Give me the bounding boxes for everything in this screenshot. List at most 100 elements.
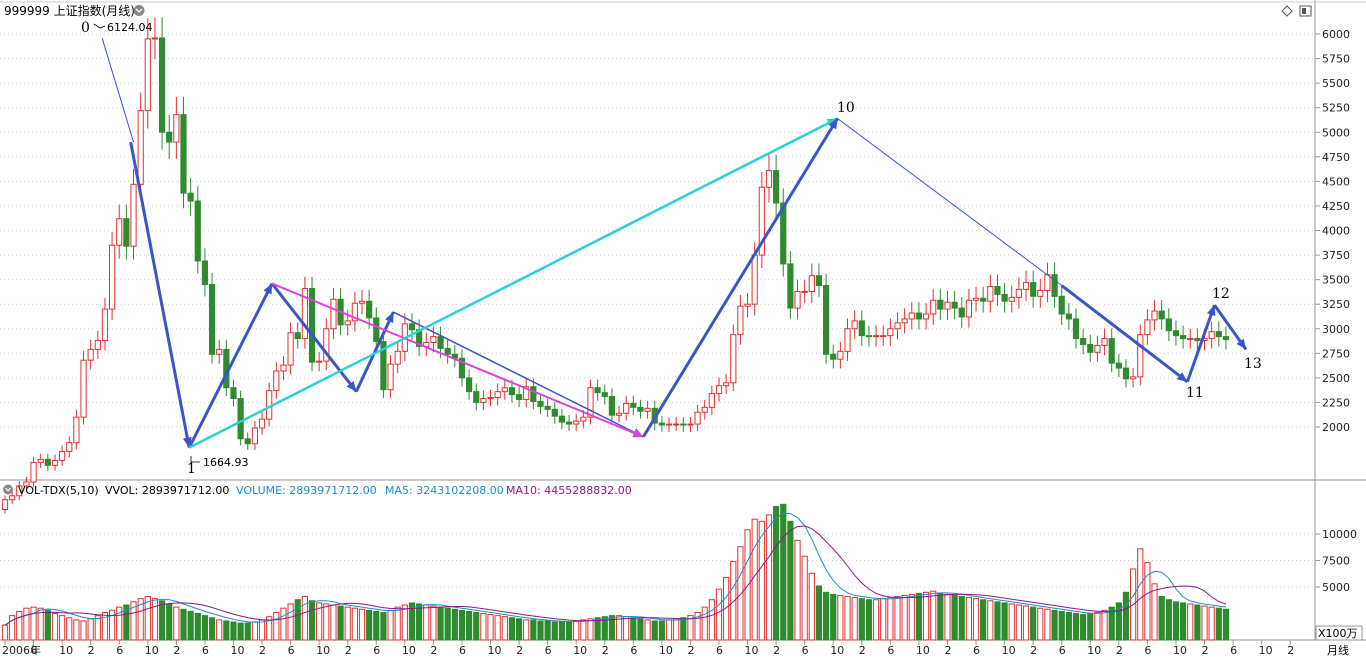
volume-bar[interactable] [694,611,701,641]
candle-body[interactable] [494,391,501,399]
candle-body[interactable] [1044,274,1051,291]
candle-body[interactable] [201,260,209,286]
volume-bar[interactable] [658,620,665,641]
candle-body[interactable] [9,495,16,501]
volume-bar[interactable] [1115,602,1122,641]
candle-body[interactable] [880,335,887,338]
candle-body[interactable] [1122,367,1130,380]
candle-body[interactable] [166,131,173,143]
volume-bar[interactable] [1208,606,1215,641]
volume-bar[interactable] [180,608,187,641]
candle-body[interactable] [430,336,437,344]
volume-bar[interactable] [387,609,394,641]
window-toggle-icon[interactable] [1299,5,1312,17]
candle-body[interactable] [801,290,808,293]
candle-body[interactable] [1194,338,1201,342]
volume-bar[interactable] [587,618,594,641]
volume-bar[interactable] [951,594,958,641]
candle-body[interactable] [551,408,558,417]
candle-body[interactable] [444,347,451,355]
candle-body[interactable] [758,186,765,256]
volume-bar[interactable] [380,611,387,641]
volume-bar[interactable] [558,621,566,641]
volume-bar[interactable] [166,603,173,641]
candle-body[interactable] [723,382,730,387]
candle-body[interactable] [865,335,873,338]
candle-body[interactable] [158,37,166,133]
volume-bar[interactable] [530,619,537,641]
candle-body[interactable] [323,328,330,362]
volume-bar[interactable] [1015,604,1022,641]
volume-bar[interactable] [615,615,623,641]
candle-body[interactable] [1101,338,1108,346]
candle-body[interactable] [1165,318,1172,332]
volume-bar[interactable] [1180,602,1187,641]
candle-body[interactable] [1158,310,1165,320]
volume-bar[interactable] [665,619,673,641]
candle-body[interactable] [1137,334,1144,378]
volume-bar[interactable] [780,503,787,641]
candle-body[interactable] [587,387,594,418]
candle-body[interactable] [1001,293,1008,302]
candle-body[interactable] [694,411,701,425]
candle-body[interactable] [1065,313,1072,320]
candle-body[interactable] [487,397,494,400]
candle-body[interactable] [915,312,923,320]
candle-body[interactable] [708,393,715,408]
candle-body[interactable] [244,438,251,445]
candle-body[interactable] [73,416,80,444]
candle-body[interactable] [601,392,608,398]
volume-bar[interactable] [16,610,23,641]
candle-body[interactable] [730,334,737,384]
candle-body[interactable] [408,323,416,331]
volume-bar[interactable] [744,529,751,641]
volume-bar[interactable] [23,607,30,641]
volume-bar[interactable] [351,607,358,641]
volume-bar[interactable] [908,593,915,641]
candle-body[interactable] [658,422,665,426]
volume-bar[interactable] [301,596,308,641]
volume-bar[interactable] [808,572,815,641]
volume-bar[interactable] [30,606,37,641]
candle-body[interactable] [994,286,1001,295]
candle-body[interactable] [608,396,615,416]
candle-body[interactable] [858,320,865,337]
volume-bar[interactable] [994,601,1001,641]
candle-body[interactable] [573,420,580,425]
candle-body[interactable] [751,254,758,305]
candle-body[interactable] [922,313,930,320]
volume-bar[interactable] [94,615,101,641]
volume-bar[interactable] [473,611,480,641]
candle-body[interactable] [1087,343,1094,353]
volume-bar[interactable] [930,590,937,641]
candle-body[interactable] [894,322,901,330]
circle-dropdown-icon[interactable] [133,5,145,16]
volume-bar[interactable] [1,624,9,641]
volume-bar[interactable] [715,588,723,641]
volume-bar[interactable] [444,607,451,641]
volume-bar[interactable] [987,600,994,641]
candle-body[interactable] [872,335,880,338]
candle-body[interactable] [630,402,637,408]
candle-body[interactable] [744,303,751,307]
volume-bar[interactable] [1080,614,1087,641]
candle-body[interactable] [1172,330,1180,337]
volume-bar[interactable] [1201,605,1208,641]
candle-body[interactable] [715,385,723,395]
volume-bar[interactable] [723,576,730,641]
volume-bar[interactable] [737,546,744,641]
volume-bar[interactable] [394,606,401,641]
volume-bar[interactable] [151,598,159,641]
volume-bar[interactable] [1165,599,1172,641]
candle-body[interactable] [930,299,937,315]
volume-bar[interactable] [408,602,416,641]
volume-bar[interactable] [651,620,658,641]
candle-body[interactable] [380,341,387,391]
volume-bar[interactable] [830,593,837,641]
volume-bar[interactable] [773,505,780,641]
candle-body[interactable] [373,317,380,343]
volume-bar[interactable] [751,518,758,641]
candle-body[interactable] [258,418,266,429]
candle-body[interactable] [565,421,573,425]
candle-body[interactable] [137,110,144,185]
